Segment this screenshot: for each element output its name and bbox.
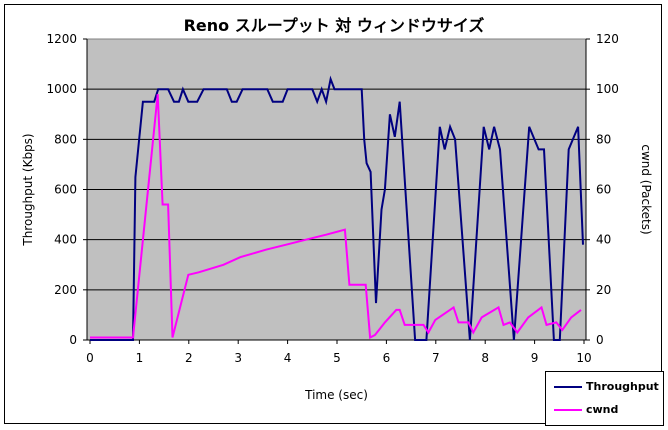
legend-swatch-cwnd: [554, 408, 582, 411]
y-tick-label: 400: [54, 233, 77, 247]
x-tick-label: 2: [185, 351, 193, 365]
y-tick-label: 800: [54, 132, 77, 146]
y2-tick-label: 60: [596, 183, 611, 197]
y-tick-label: 200: [54, 283, 77, 297]
legend: Throughput cwnd: [545, 371, 664, 426]
x-tick-label: 3: [234, 351, 242, 365]
legend-item-throughput: Throughput: [554, 380, 659, 393]
chart-title: Reno スループット 対 ウィンドウサイズ: [183, 16, 485, 35]
x-tick-label: 5: [333, 351, 341, 365]
series-line-cwnd: [90, 94, 582, 340]
y2-tick-label: 120: [596, 32, 619, 46]
x-tick-label: 1: [136, 351, 144, 365]
x-tick-label: 8: [481, 351, 489, 365]
y2-tick-label: 100: [596, 82, 619, 96]
chart-frame: [4, 4, 662, 424]
x-tick-label: 0: [86, 351, 94, 365]
y-tick-label: 600: [54, 183, 77, 197]
legend-label-cwnd: cwnd: [586, 403, 619, 416]
y-axis-label: Throughput (Kbps): [21, 133, 35, 246]
y2-tick-label: 80: [596, 132, 611, 146]
x-tick-label: 6: [383, 351, 391, 365]
y-tick-label: 1200: [46, 32, 77, 46]
y2-tick-label: 40: [596, 233, 611, 247]
x-tick-label: 4: [284, 351, 292, 365]
y2-axis-label: cwnd (Packets): [639, 144, 653, 234]
y-tick-label: 1000: [46, 82, 77, 96]
series-line-throughput: [90, 75, 584, 341]
y2-tick-label: 0: [596, 333, 604, 347]
legend-swatch-throughput: [554, 385, 582, 388]
y-tick-label: 0: [69, 333, 77, 347]
x-axis-label: Time (sec): [304, 388, 368, 402]
x-tick-label: 10: [576, 351, 591, 365]
legend-item-cwnd: cwnd: [554, 403, 618, 416]
x-tick-label: 7: [432, 351, 440, 365]
x-tick-label: 9: [531, 351, 539, 365]
legend-label-throughput: Throughput: [586, 380, 659, 393]
y2-tick-label: 20: [596, 283, 611, 297]
